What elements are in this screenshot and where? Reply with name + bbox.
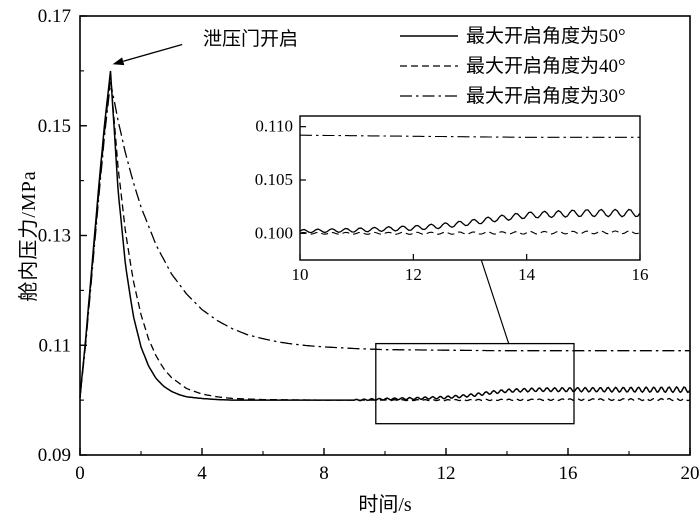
inset-series-curve-1 [299,230,641,235]
svg-text:16: 16 [559,463,578,484]
svg-text:0.17: 0.17 [38,6,71,27]
series-curve-1 [79,76,691,402]
y-axis-title: 舱内压力/MPa [18,170,40,302]
svg-text:0: 0 [75,463,85,484]
legend: 最大开启角度为50° 最大开启角度为40° 最大开启角度为30° [400,25,626,107]
svg-text:12: 12 [437,463,456,484]
svg-text:0.105: 0.105 [255,170,293,189]
svg-text:10: 10 [292,265,309,284]
svg-text:4: 4 [197,463,207,484]
inset-connector-line [480,259,510,344]
svg-text:0.11: 0.11 [38,335,71,356]
x-axis-title: 时间/s [358,494,412,516]
svg-text:最大开启角度为50°: 最大开启角度为50° [466,25,626,47]
legend-entry-1: 最大开启角度为40° [400,55,626,77]
svg-text:0.13: 0.13 [38,226,71,247]
svg-text:16: 16 [632,265,649,284]
svg-text:14: 14 [518,265,536,284]
svg-text:最大开启角度为40°: 最大开启角度为40° [466,55,626,77]
annotation-arrow [112,43,183,66]
inset-series-curve-0 [299,208,641,234]
zoom-region-box [375,342,575,425]
svg-text:0.110: 0.110 [255,117,293,136]
svg-text:8: 8 [319,463,329,484]
inset-series-curve-2 [300,134,640,138]
series-curve-0 [79,70,691,402]
inset-axes: 10 12 14 16 0.100 0.105 0.110 [255,115,649,284]
svg-text:0.100: 0.100 [255,223,293,242]
main-axes: 0 4 8 12 16 20 0.09 0.11 0.13 0.15 0.17 [38,6,700,484]
svg-text:0.15: 0.15 [38,116,71,137]
annotation-relief-door-text: 泄压门开启 [203,29,299,50]
svg-text:12: 12 [405,265,422,284]
svg-text:最大开启角度为30°: 最大开启角度为30° [466,85,626,107]
svg-text:20: 20 [681,463,700,484]
svg-text:0.09: 0.09 [38,445,71,466]
legend-entry-0: 最大开启角度为50° [400,25,626,47]
legend-entry-2: 最大开启角度为30° [400,85,626,107]
